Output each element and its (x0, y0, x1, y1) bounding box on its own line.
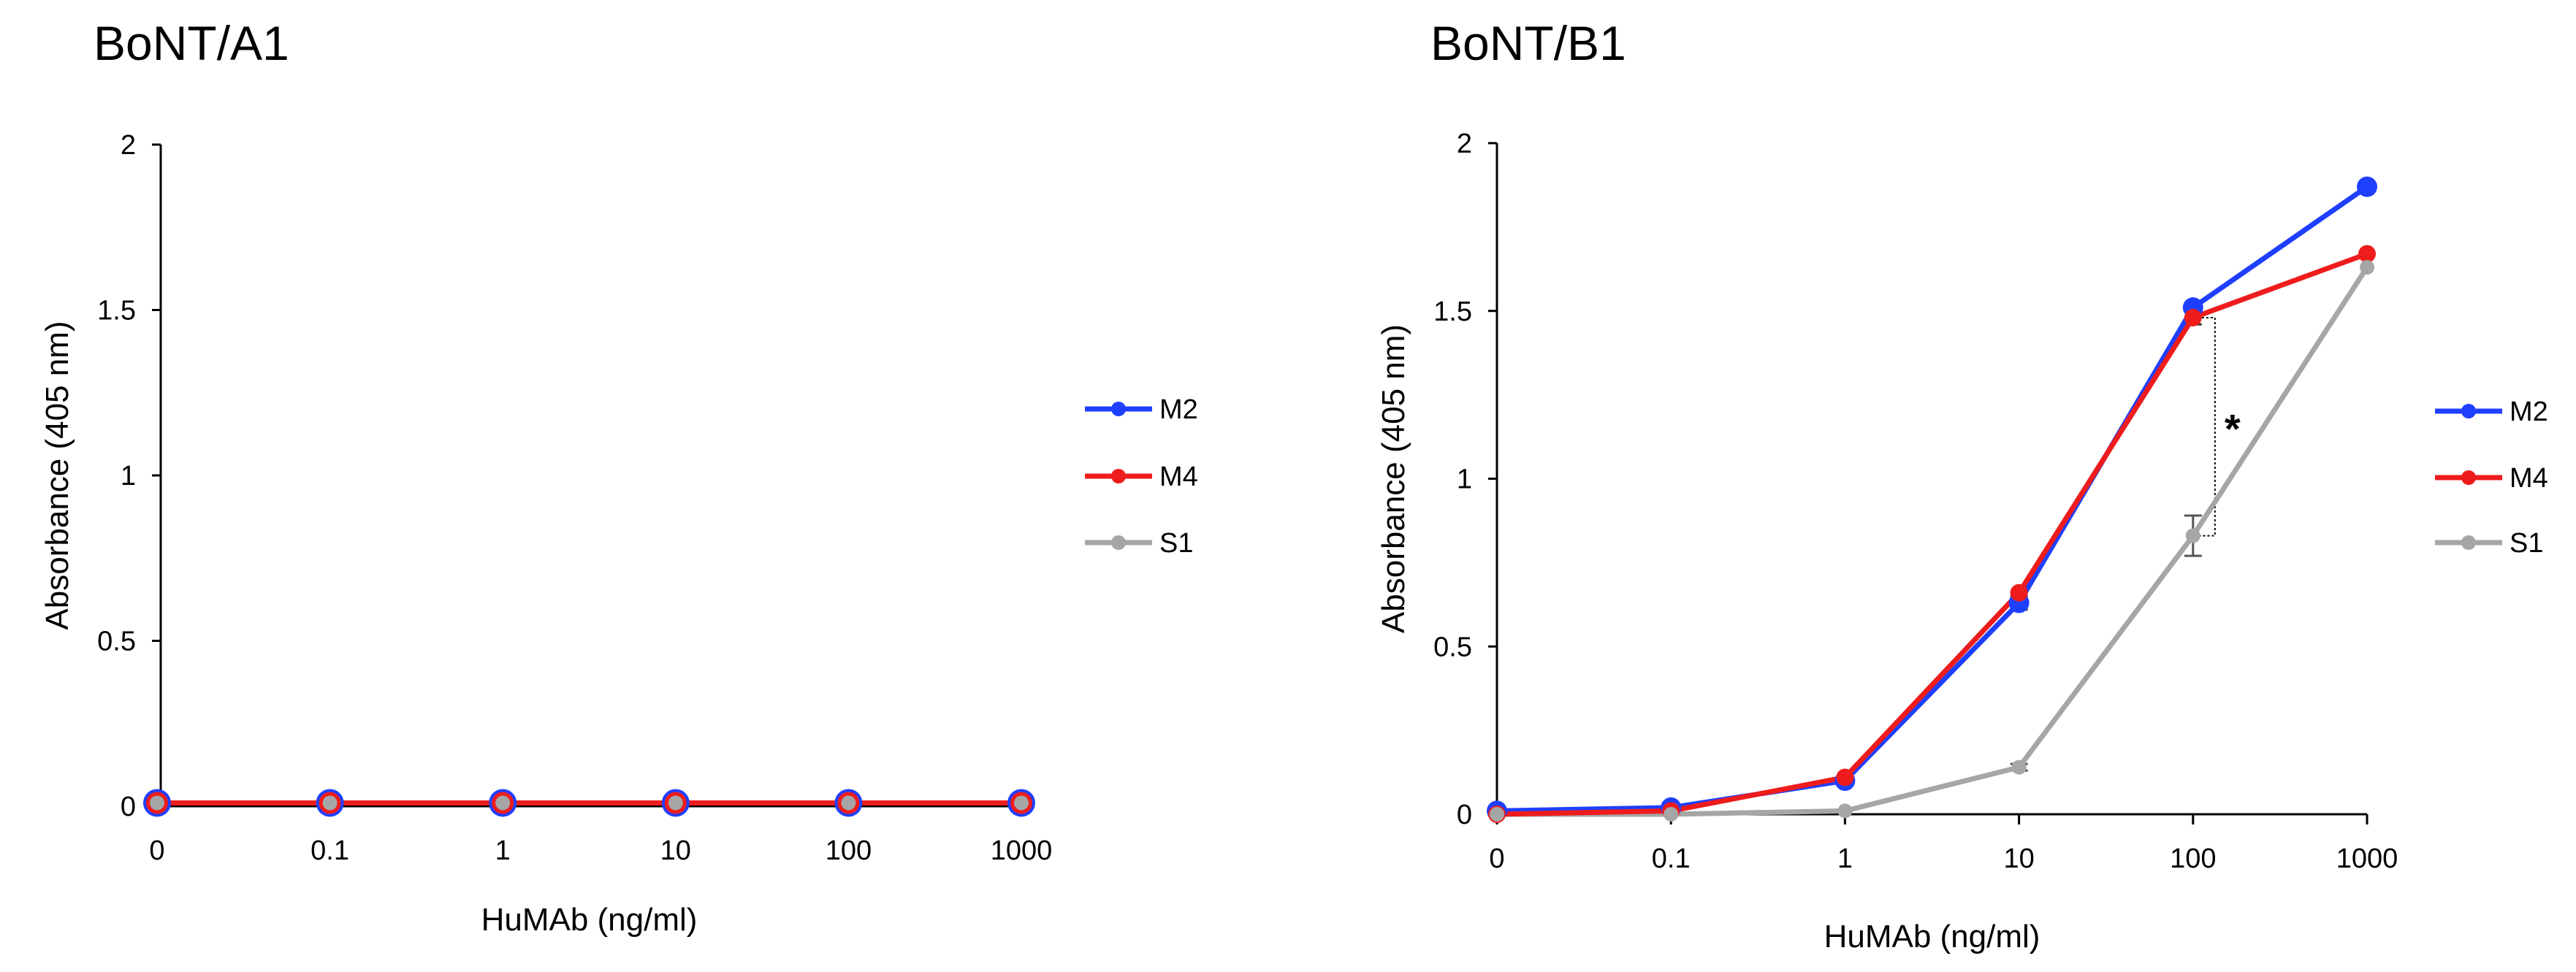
legend-label-m2: M2 (2510, 397, 2548, 427)
x-axis-label: HuMAb (ng/ml) (481, 902, 698, 938)
y-axis-label: Absorbance (405 nm) (39, 321, 75, 629)
data-point-s1 (2360, 260, 2374, 275)
x-tick-label: 10 (2003, 843, 2034, 874)
series-line-m4 (1496, 251, 2369, 817)
x-tick-label: 1000 (991, 835, 1053, 866)
chart-2: BoNT/B1 0 0.5 1 1.5 2 0 0.1 1 10 100 1000 Absorbance… (1376, 16, 2548, 954)
series-line-m2 (1496, 184, 2369, 814)
y-tick-label: 1 (121, 461, 136, 491)
legend-swatch-marker (1111, 469, 1126, 483)
y-tick-label: 0 (1457, 800, 1472, 830)
legend-label-s1: S1 (1159, 528, 1193, 559)
data-point-m4 (1836, 768, 1854, 787)
x-tick-label: 1000 (2336, 843, 2398, 874)
legend-swatch-marker (1111, 402, 1126, 416)
data-point-m2 (2357, 176, 2377, 197)
x-tick-label: 0.1 (310, 835, 349, 866)
x-tick-label: 10 (660, 835, 691, 866)
data-point-s1 (322, 795, 338, 811)
x-axis-label: HuMAb (ng/ml) (1824, 919, 2040, 954)
x-tick-label: 1 (495, 835, 511, 866)
x-tick-label: 100 (826, 835, 872, 866)
y-tick-label: 0.5 (1433, 632, 1472, 662)
data-point-m4 (2184, 308, 2202, 326)
y-tick-label: 2 (121, 130, 136, 161)
y-tick-label: 1.5 (97, 296, 136, 326)
data-point-s1 (2011, 759, 2027, 775)
chart-title: BoNT/A1 (94, 16, 289, 70)
y-tick-label: 0.5 (97, 627, 136, 657)
data-point-s1 (1014, 795, 1029, 811)
legend-swatch-marker (2461, 404, 2476, 418)
data-point-m4 (2010, 583, 2028, 602)
significance-bracket (2192, 316, 2216, 537)
data-point-m4 (2358, 245, 2376, 263)
significance-marker: * (2225, 405, 2241, 451)
data-point-s1 (150, 795, 164, 811)
x-tick-label: 0 (1489, 843, 1504, 874)
legend-label-s1: S1 (2510, 528, 2543, 559)
x-tick-label: 0 (149, 835, 164, 866)
y-tick-label: 2 (1457, 129, 1472, 159)
data-point-s1 (1490, 807, 1504, 822)
y-axis-label: Absorbance (405 nm) (1376, 324, 1411, 633)
y-tick-label: 1 (1457, 464, 1472, 495)
chart-1: BoNT/A1 0 0.5 1 1.5 2 0 0.1 1 10 100 1000 Absorbance… (39, 16, 1198, 938)
x-tick-label: 100 (2170, 843, 2216, 874)
legend-swatch-marker (2461, 470, 2476, 485)
legend-label-m2: M2 (1159, 394, 1198, 425)
y-tick-label: 0 (121, 792, 136, 822)
chart-title: BoNT/B1 (1430, 16, 1626, 70)
data-point-s1 (2185, 528, 2200, 543)
legend-swatch-marker (2461, 535, 2476, 550)
x-tick-label: 0.1 (1652, 843, 1691, 874)
legend-label-m4: M4 (1159, 462, 1198, 492)
data-point-s1 (841, 795, 856, 811)
legend-label-m4: M4 (2510, 463, 2548, 494)
data-point-s1 (1664, 807, 1679, 822)
series-line-s1 (1497, 266, 2369, 817)
data-point-s1 (1837, 803, 1853, 819)
data-point-s1 (495, 795, 511, 811)
y-tick-label: 1.5 (1433, 296, 1472, 327)
legend-swatch-marker (1111, 535, 1126, 550)
x-tick-label: 1 (1837, 843, 1853, 874)
data-point-s1 (668, 795, 683, 811)
